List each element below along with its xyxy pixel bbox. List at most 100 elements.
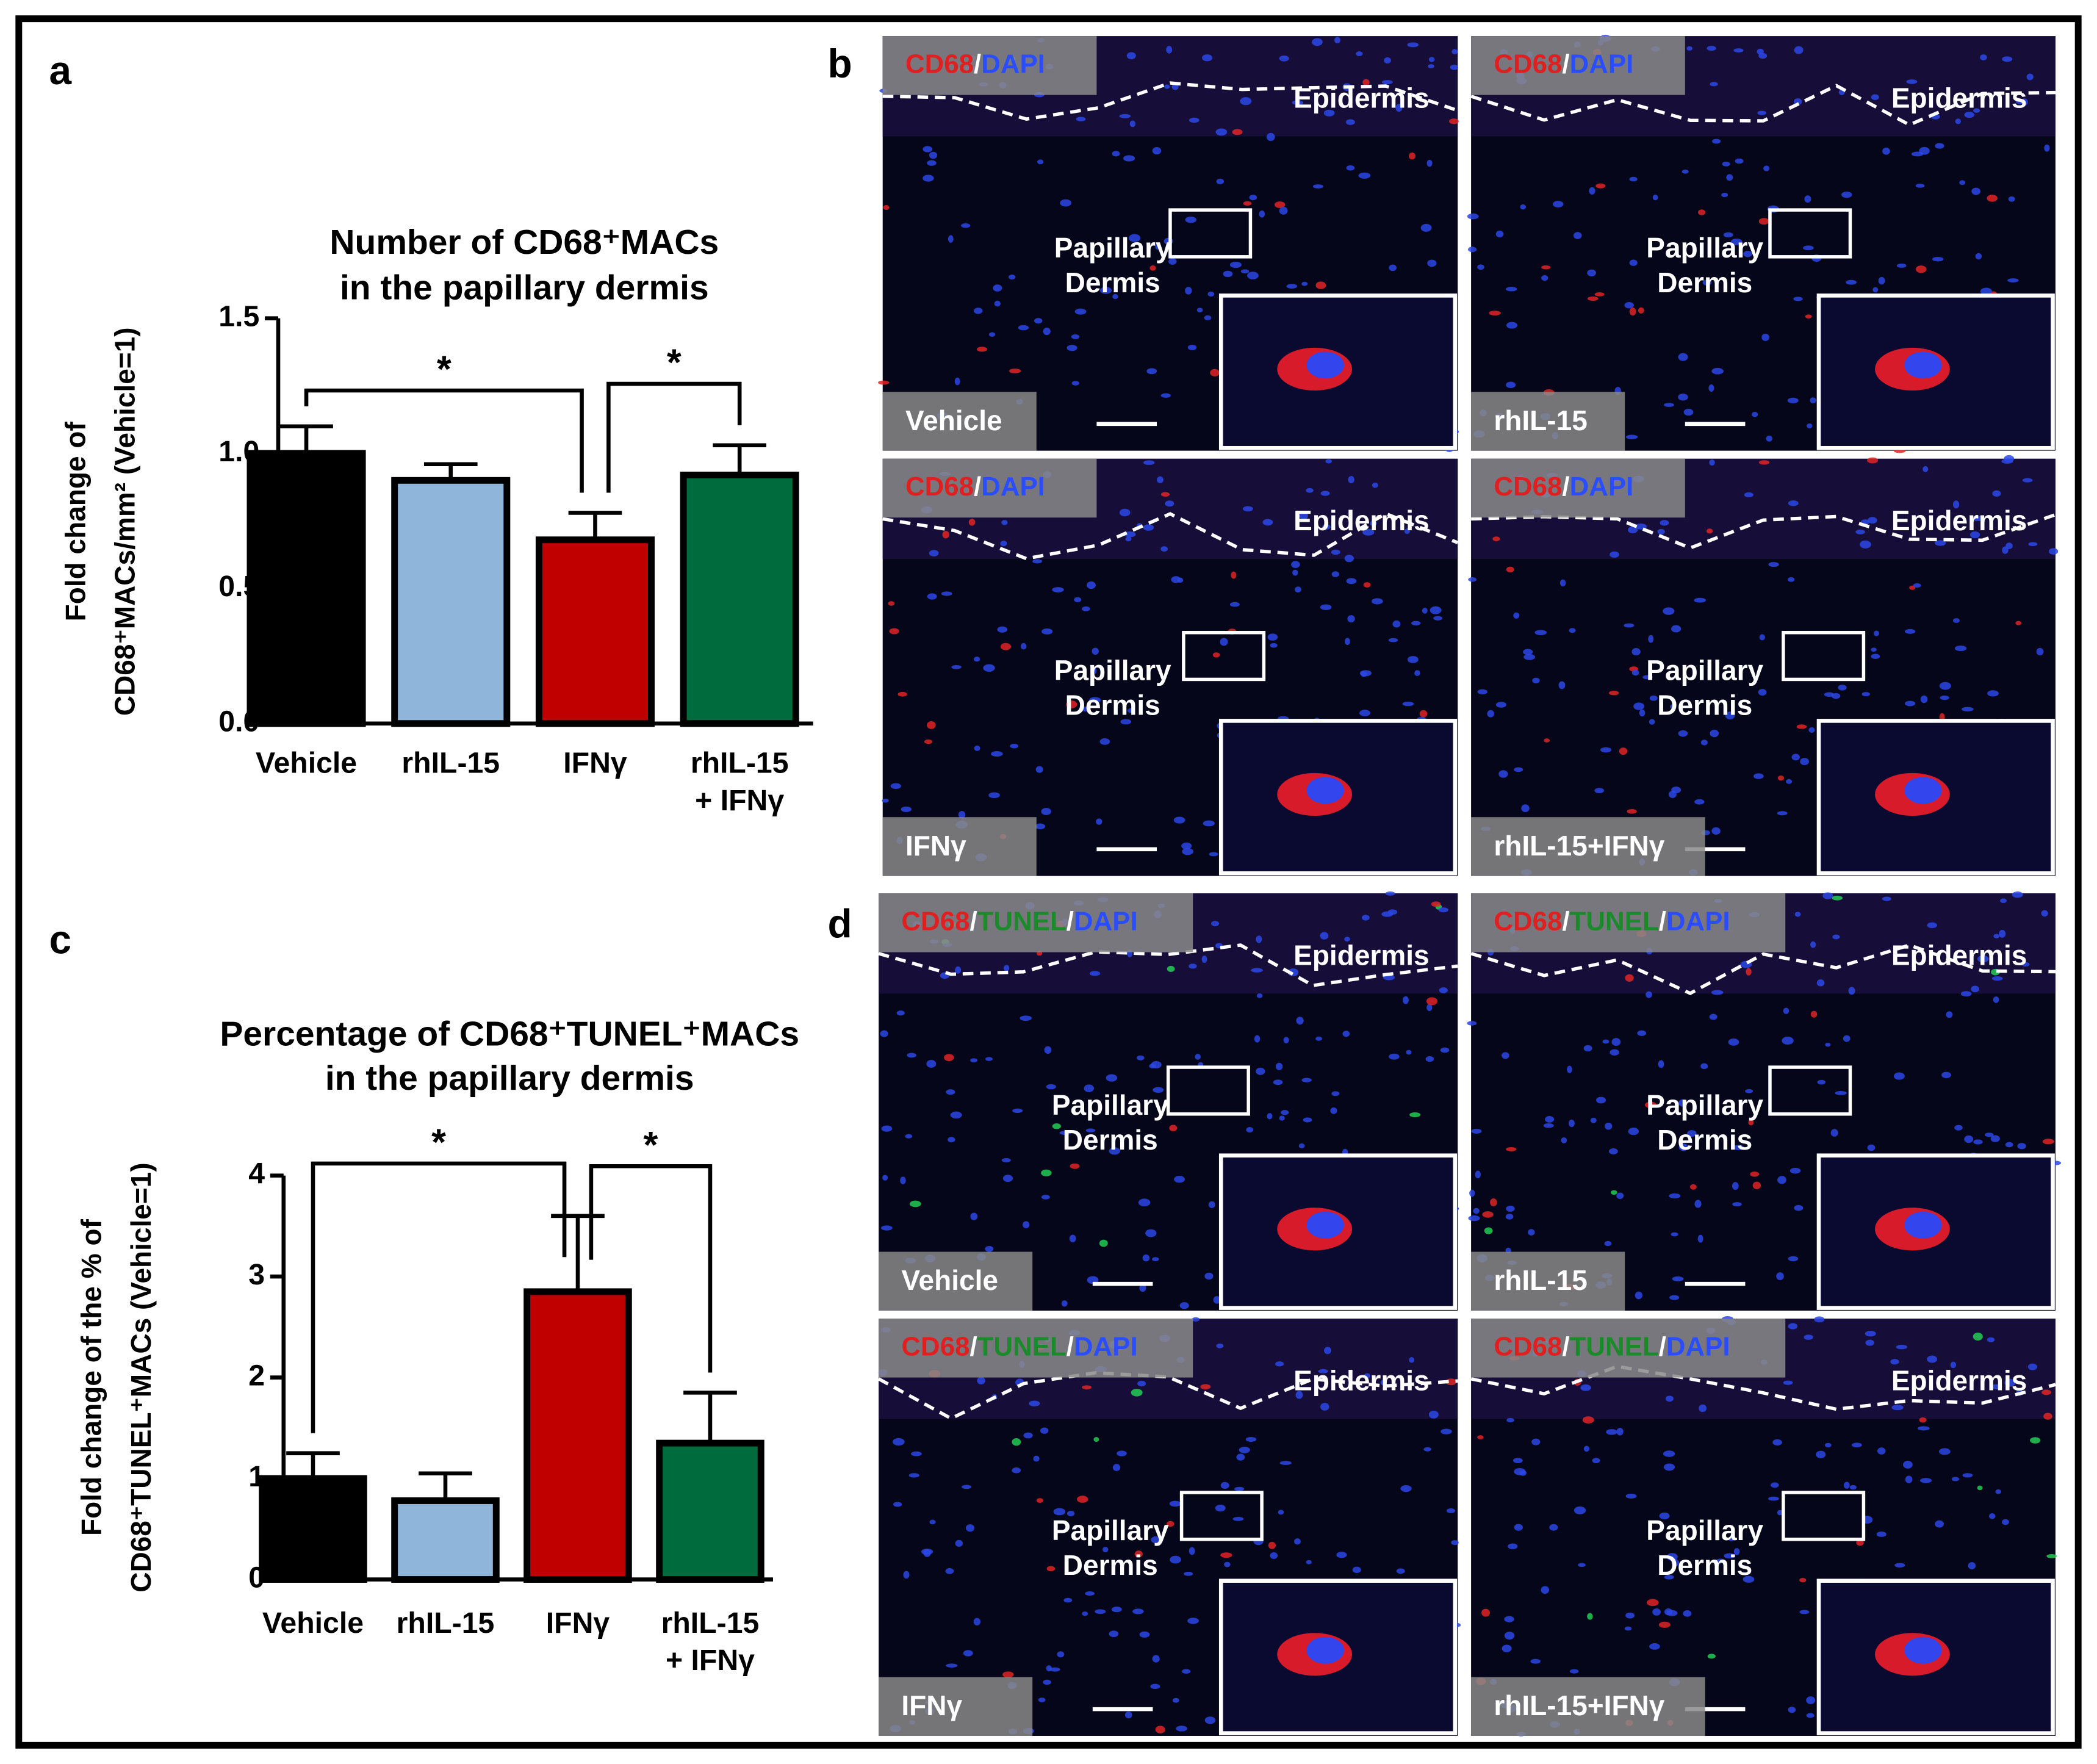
cell	[1682, 169, 1689, 174]
cell	[1794, 46, 1804, 54]
cell	[1240, 269, 1250, 274]
cell	[929, 151, 938, 159]
cell	[882, 798, 889, 803]
cell	[905, 1134, 913, 1139]
cell	[881, 1225, 893, 1231]
cell	[1112, 1464, 1121, 1471]
cell	[1467, 1021, 1477, 1026]
cell	[1791, 754, 1800, 761]
cell	[1099, 1239, 1108, 1247]
cell	[1715, 1558, 1725, 1564]
cell	[948, 235, 954, 243]
cell	[1002, 1671, 1014, 1678]
cell	[970, 1058, 977, 1063]
cell	[955, 966, 962, 974]
bar	[680, 471, 799, 727]
x-tick-label: IFNγ	[546, 1607, 610, 1640]
cell	[1061, 1300, 1068, 1307]
stain-name: DAPI	[1074, 906, 1138, 936]
cell	[1446, 1508, 1456, 1513]
cell	[1855, 529, 1865, 535]
cell	[1583, 1445, 1590, 1452]
cell	[1728, 1536, 1735, 1542]
cell	[907, 1053, 916, 1058]
cell	[1160, 393, 1171, 398]
cell	[1733, 1548, 1740, 1555]
cell	[1295, 1391, 1303, 1399]
cell	[1469, 1189, 1475, 1197]
cell	[1275, 1062, 1283, 1070]
stain-name: CD68	[1494, 1331, 1562, 1361]
region-box	[1166, 1065, 1250, 1116]
panel-label: c	[49, 917, 71, 962]
cell	[1625, 974, 1634, 982]
cell	[1099, 738, 1110, 745]
region-label: Epidermis	[1293, 939, 1429, 971]
cell	[1231, 571, 1237, 579]
region-label: Papillary	[1646, 1089, 1763, 1121]
stain-name: /	[1562, 1331, 1569, 1361]
cell	[1243, 201, 1252, 206]
cell	[1871, 653, 1880, 659]
cell	[1672, 1276, 1684, 1281]
cell	[1331, 549, 1340, 555]
cell	[1659, 1512, 1670, 1519]
cell	[1109, 1147, 1121, 1155]
cell	[1832, 934, 1840, 940]
cell	[1697, 1234, 1703, 1243]
cell	[1240, 97, 1252, 106]
cell	[1089, 971, 1101, 976]
cell	[1800, 758, 1809, 765]
cell	[1954, 1125, 1963, 1131]
cell	[1625, 1612, 1635, 1619]
cell	[1216, 178, 1225, 184]
cell	[1041, 808, 1052, 815]
cell	[1871, 94, 1879, 101]
cell	[1082, 1611, 1088, 1616]
cell	[2005, 1142, 2013, 1148]
cell	[1711, 827, 1721, 835]
cell	[1646, 991, 1652, 998]
condition-label-bg	[1471, 392, 1625, 451]
cell	[2030, 1437, 2041, 1444]
cell	[1187, 1618, 1199, 1624]
cell	[1810, 397, 1816, 404]
region-label: Epidermis	[1891, 939, 2027, 971]
cell	[942, 530, 949, 539]
bar	[535, 536, 655, 727]
cell	[1619, 747, 1628, 755]
cell	[1647, 1599, 1659, 1607]
cell	[961, 1485, 972, 1489]
cell	[1894, 1563, 1905, 1568]
cell	[1150, 1683, 1160, 1690]
cell	[1323, 1347, 1332, 1355]
region-label: Epidermis	[1891, 1364, 2027, 1396]
cell	[1788, 577, 1795, 582]
cell	[1273, 1079, 1283, 1085]
cell	[1816, 979, 1825, 987]
cell	[1037, 159, 1044, 165]
cell	[1139, 1631, 1150, 1638]
cell	[1814, 1316, 1825, 1323]
cell	[1427, 259, 1437, 267]
cell	[1686, 46, 1693, 51]
inset-nucleus	[1904, 351, 1942, 379]
cell	[1146, 368, 1157, 375]
cell	[2004, 1378, 2016, 1387]
cell	[1849, 1485, 1857, 1490]
cell	[1066, 345, 1077, 351]
cell	[1348, 475, 1354, 484]
cell	[901, 806, 912, 812]
cell	[1179, 1302, 1189, 1309]
region-label: Dermis	[1063, 1124, 1158, 1156]
cell	[1468, 1215, 1480, 1222]
cell	[1950, 1361, 1957, 1369]
cell	[1746, 968, 1752, 976]
cell	[1831, 693, 1841, 699]
cell	[1449, 118, 1459, 124]
cell	[2046, 1553, 2057, 1558]
cell	[1669, 1295, 1680, 1300]
cell	[1168, 258, 1177, 265]
cell	[1980, 54, 1987, 60]
cell	[1082, 1385, 1092, 1389]
